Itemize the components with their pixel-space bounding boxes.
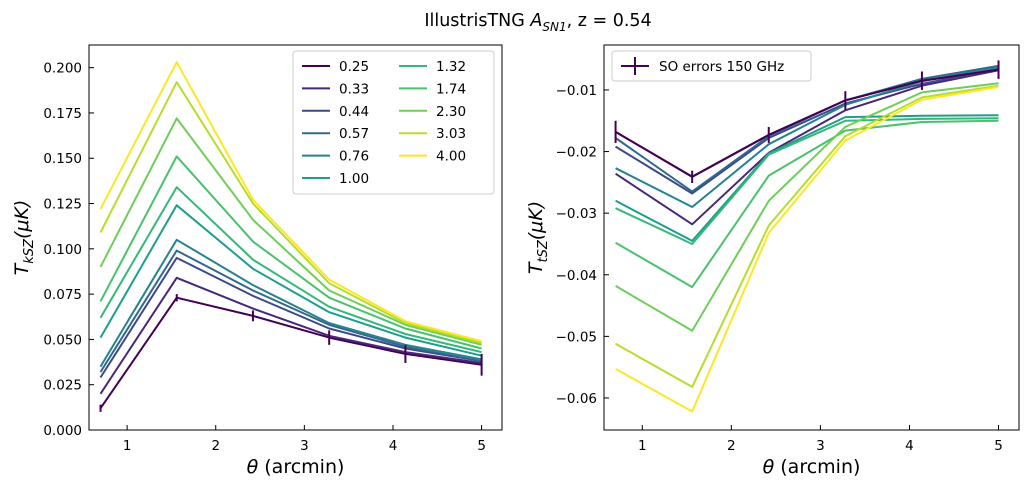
series-line-0.33: [99, 276, 482, 395]
legend-label: 4.00: [436, 149, 466, 165]
y-tick-label: 0.200: [43, 61, 82, 77]
series-line-1.32: [615, 117, 999, 245]
x-tick-label: 2: [211, 438, 220, 454]
x-tick-label: 1: [638, 438, 647, 454]
y-tick-label: 0.000: [43, 423, 82, 439]
legend-label: SO errors 150 GHz: [659, 59, 784, 75]
x-tick-label: 1: [123, 438, 132, 454]
y-tick-label: −0.03: [556, 206, 597, 222]
y-tick-label: −0.04: [556, 268, 597, 284]
legend-label: 3.03: [436, 126, 466, 142]
y-tick-label: 0.050: [43, 332, 82, 348]
series-line-1.74: [615, 119, 999, 289]
so-errors-line: [615, 68, 999, 178]
tsz-panel: 1 2 3 4 5 −0.06 −0.05 −0.04 −0.03 −0.02 −0.01 θ (ar…: [525, 44, 1020, 478]
x-tick-label: 3: [816, 438, 825, 454]
axes-frame: [88, 44, 503, 431]
series-line-2.30: [615, 82, 999, 332]
legend-label: 1.74: [436, 81, 466, 97]
series-line-1.74: [99, 155, 482, 350]
legend-label: 1.32: [436, 59, 466, 75]
axes-frame: [603, 44, 1020, 431]
legend-label: 0.76: [339, 149, 369, 165]
y-axis-label: TtSZ(μK): [525, 201, 551, 274]
y-tick-label: 0.075: [43, 287, 82, 303]
y-tick-label: −0.02: [556, 145, 597, 161]
y-tick-label: 0.175: [43, 106, 82, 122]
series-line-0.57: [99, 249, 482, 373]
legend-box: [292, 50, 495, 195]
x-tick-label: 4: [389, 438, 398, 454]
series-line-4.00: [615, 85, 999, 413]
x-axis-label: θ (arcmin): [763, 456, 861, 478]
y-tick-label: −0.01: [556, 83, 597, 99]
y-tick-label: −0.05: [556, 329, 597, 345]
x-tick-label: 3: [300, 438, 309, 454]
x-axis-label: θ (arcmin): [247, 456, 345, 478]
series-line-3.03: [99, 81, 482, 344]
legend-box: [611, 50, 812, 82]
legend-label: 0.25: [339, 59, 369, 75]
y-tick-label: 0.100: [43, 242, 82, 258]
series-line-0.33: [615, 69, 999, 226]
ksz-panel: 1 2 3 4 5 0.000 0.025 0.050 0.075 0.100 0.125 0.150…: [11, 44, 503, 478]
series-line-2.30: [99, 117, 482, 346]
legend-label: 0.33: [339, 81, 369, 97]
legend-label: 0.57: [339, 126, 369, 142]
legend-label: 1.00: [339, 171, 369, 187]
legend-label: 0.44: [339, 104, 369, 120]
y-axis-label: TkSZ(μK): [11, 200, 37, 276]
series-line-3.03: [615, 84, 999, 388]
y-tick-label: 0.125: [43, 197, 82, 213]
y-tick-label: 0.150: [43, 151, 82, 167]
series-line-0.57: [615, 64, 999, 193]
figure-title: IllustrisTNG ASN1, z = 0.54: [424, 11, 651, 34]
x-tick-label: 2: [727, 438, 736, 454]
series-line-4.00: [99, 61, 482, 343]
x-tick-label: 5: [994, 438, 1003, 454]
legend-label: 2.30: [436, 104, 466, 120]
series-line-0.44: [99, 256, 482, 379]
series-line-0.25: [615, 68, 999, 178]
x-tick-label: 4: [905, 438, 914, 454]
series-line-0.76: [99, 238, 482, 368]
series-line-0.44: [615, 68, 999, 195]
y-tick-label: 0.025: [43, 378, 82, 394]
series-line-0.25: [99, 296, 482, 409]
series-line-1.32: [99, 186, 482, 354]
x-tick-label: 5: [477, 438, 486, 454]
series-line-1.00: [99, 204, 482, 357]
y-tick-label: −0.06: [556, 391, 597, 407]
series-line-1.00: [615, 114, 999, 242]
